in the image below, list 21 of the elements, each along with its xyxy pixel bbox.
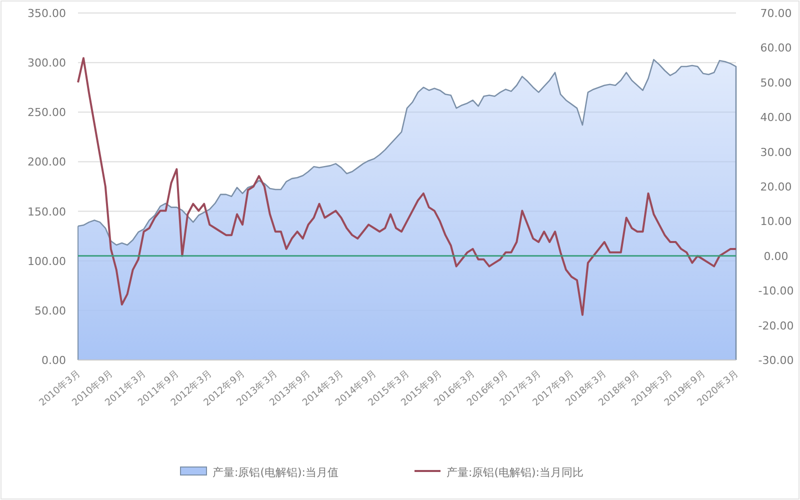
y2-tick-label: 50.00 bbox=[760, 76, 792, 90]
y-tick-label: 50.00 bbox=[34, 304, 66, 318]
y2-tick-label: -30.00 bbox=[758, 354, 794, 367]
y2-tick-label: 70.00 bbox=[760, 7, 792, 20]
y2-tick-label: -10.00 bbox=[758, 284, 794, 298]
y2-tick-label: 40.00 bbox=[760, 111, 792, 124]
y-tick-label: 250.00 bbox=[28, 106, 66, 120]
y-tick-label: 100.00 bbox=[28, 254, 66, 268]
y-tick-label: 200.00 bbox=[28, 156, 66, 169]
y-tick-label: 150.00 bbox=[28, 205, 66, 218]
y2-tick-label: 60.00 bbox=[760, 42, 792, 55]
y2-tick-label: 30.00 bbox=[760, 146, 792, 159]
legend-label: 产量:原铝(电解铝):当月值 bbox=[212, 466, 338, 479]
y-tick-label: 300.00 bbox=[28, 56, 66, 70]
y2-tick-label: 20.00 bbox=[760, 180, 792, 194]
y-tick-label: 350.00 bbox=[28, 7, 66, 20]
y2-tick-label: 10.00 bbox=[760, 215, 792, 228]
y2-tick-label: -20.00 bbox=[758, 319, 794, 332]
legend-label: 产量:原铝(电解铝):当月同比 bbox=[446, 466, 584, 479]
y2-tick-label: 0.00 bbox=[764, 250, 788, 263]
y-tick-label: 0.00 bbox=[42, 354, 66, 367]
